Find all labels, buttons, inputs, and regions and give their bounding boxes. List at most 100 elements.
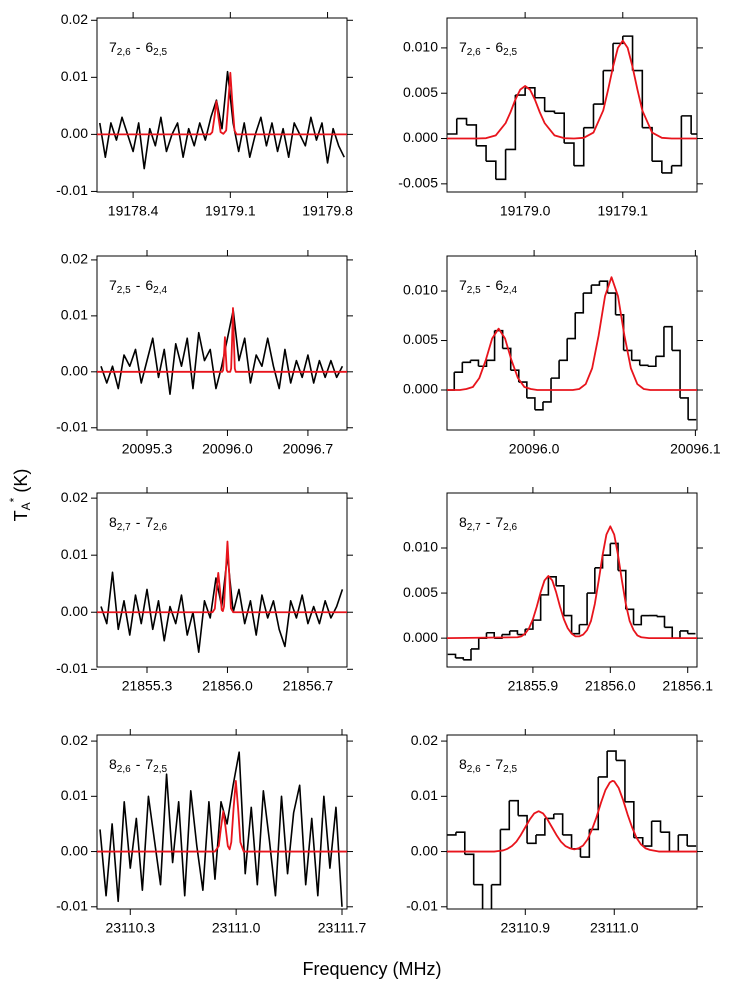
label-lower: 6 [495,39,503,55]
spectrum-step [563,614,573,634]
y-label-sup: * [7,497,21,502]
transition-label: 72,6-62,5 [109,39,168,58]
y-tick-label: 0.01 [411,787,438,803]
y-tick-label: -0.01 [56,182,88,198]
label-upper: 7 [109,277,117,293]
spectrum-step [470,638,480,650]
spectrum-step [455,657,465,660]
spectrum-step [500,800,511,831]
fit-line [97,540,347,614]
spectrum-step [661,165,673,174]
label-lower: 7 [145,514,153,530]
spectrum-line [100,309,344,395]
y-tick-label: 0.02 [61,11,88,27]
label-upper-sub: 2,6 [117,764,131,775]
spectrum-step [624,801,635,838]
spectrum-step [501,630,511,636]
y-tick-label: 0.00 [61,363,88,379]
label-upper-sub: 2,5 [117,285,131,296]
transition-label: 82,7-72,6 [459,514,518,533]
label-upper-sub: 2,7 [117,522,131,533]
spectrum-line [98,70,345,170]
spectrum-step [603,43,614,72]
x-tick-label: 20096.0 [509,441,560,457]
y-tick-label: -0.005 [398,175,438,191]
spectrum-step [571,624,581,635]
spectrum-step [651,820,662,833]
x-tick-label: 21855.9 [508,678,559,694]
spectrum-step [540,576,550,596]
spectrum-step [532,594,542,621]
transition-label: 82,6-72,5 [109,756,168,775]
y-tick-label: 0.00 [61,603,88,619]
spectrum-step [470,359,480,367]
label-lower: 6 [145,277,153,293]
spectrum-step [502,347,512,371]
y-tick-label: 0.000 [403,129,438,145]
spectrum-step [656,615,666,628]
panel: 0.010 0.005 0.000 20096.0 20096.1 72,5-62,4 [403,250,721,457]
spectrum-step [571,847,582,858]
plot-frame [96,734,348,910]
spectrum-line [99,751,343,907]
y-tick-label: 0.02 [61,251,88,267]
spectrum-step [495,149,507,181]
spectrum-step [649,614,658,617]
y-tick-label: 0.000 [403,629,438,645]
x-tick-label: 21856.0 [585,678,636,694]
spectrum-step [591,281,601,286]
spectrum-step [622,35,634,71]
spectrum-step [607,750,617,761]
y-tick-label: 0.02 [411,732,438,748]
spectrum-step [575,293,585,314]
label-upper-sub: 2,5 [467,285,481,296]
spectrum-step [515,87,526,96]
spectrum-step [556,585,565,616]
transition-label: 82,6-72,5 [459,756,518,775]
panel: 0.010 0.005 0.000 21855.9 21856.0 21856.1 82,7… [403,487,713,694]
spectrum-step [647,356,657,368]
plot-frame [446,255,698,431]
spectrum-step [598,751,608,778]
fit-line [447,276,697,391]
plot-frame [446,734,698,910]
fit-line [447,779,697,853]
y-tick-label: 0.005 [403,84,438,100]
spectrum-step [509,799,519,816]
spectrum-step [447,653,457,658]
y-tick-label: -0.01 [56,897,88,913]
spectrum-step [623,349,633,361]
spectrum-step [464,853,475,885]
spectrum-step [632,69,644,128]
x-tick-label: 20096.7 [283,441,334,457]
spectrum-step [655,326,665,358]
spectrum-step [642,126,653,162]
plot-frame [96,492,348,668]
spectrum-step [579,593,588,626]
spectrum-step [473,883,484,909]
plot-area [447,750,697,909]
spectrum-step [573,127,585,167]
label-lower-sub: 2,5 [153,47,167,58]
label-lower: 7 [495,756,503,772]
fit-line [97,307,347,373]
y-tick-label: 0.02 [61,489,88,505]
label-upper-sub: 2,6 [467,764,481,775]
spectrum-step [625,608,635,625]
x-tick-label: 19178.4 [108,203,159,219]
spectrum-step [542,378,552,403]
spectrum-step [587,567,596,594]
spectrum-step [564,142,575,166]
label-upper: 7 [109,39,117,55]
spectrum-step [580,829,591,858]
x-tick-label: 20096.0 [202,441,253,457]
label-upper: 7 [459,39,467,55]
spectrum-step [672,349,681,398]
spectrum-step [593,70,605,105]
plot-frame [96,255,348,431]
spectrum-step [589,776,600,831]
spectrum-step [466,124,478,146]
